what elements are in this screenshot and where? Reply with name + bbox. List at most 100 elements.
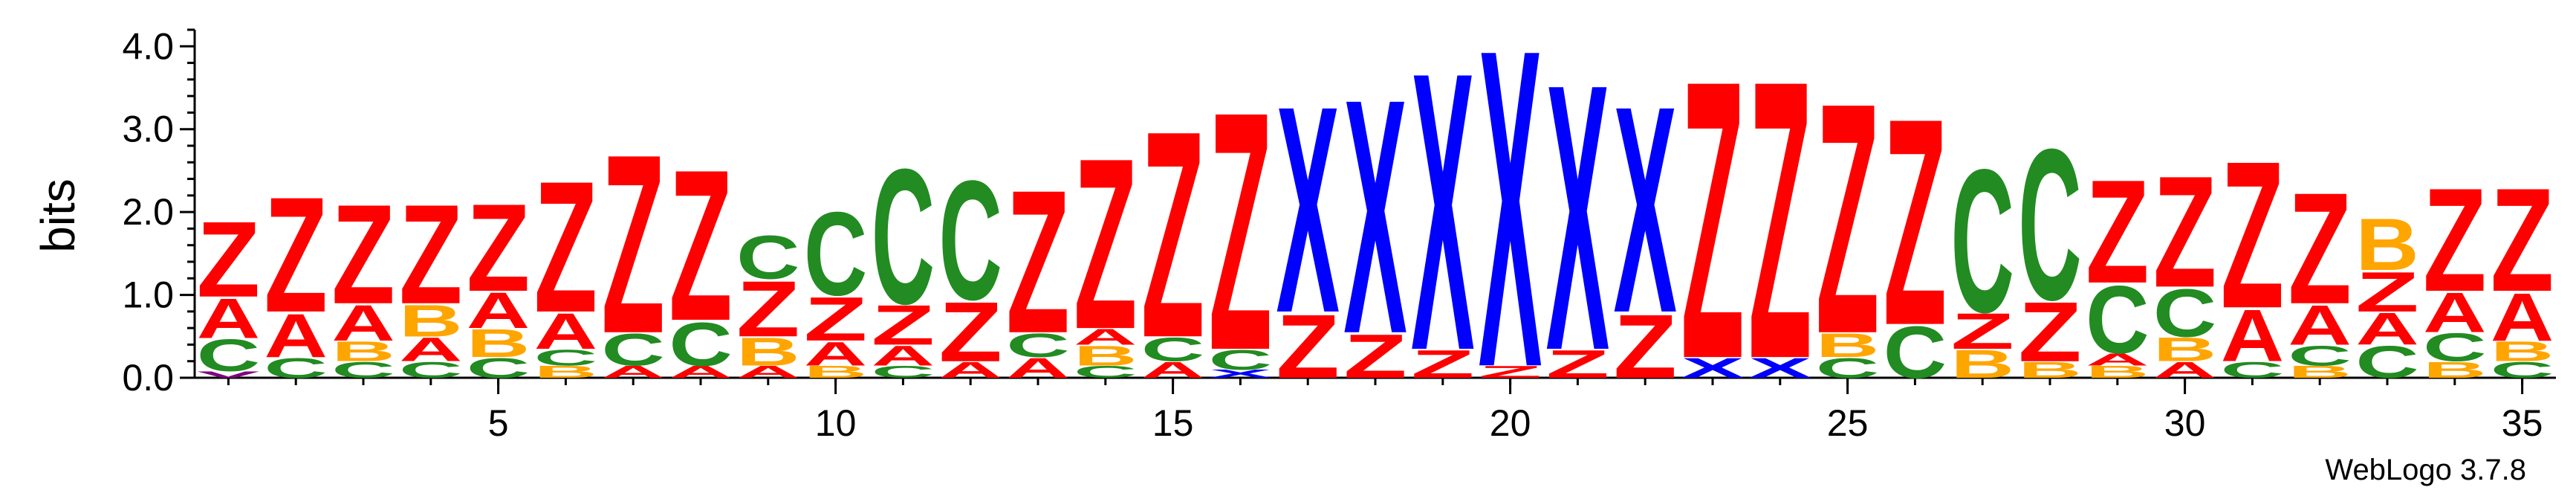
weblogo-version-label: WebLogo 3.7.8 xyxy=(2325,454,2526,486)
logo-glyph-a: A xyxy=(602,363,665,382)
logo-glyph-b: B xyxy=(804,363,867,382)
logo-glyph-b: B xyxy=(2355,204,2418,286)
logo-glyph-z: Z xyxy=(736,265,799,353)
logo-glyph-z: Z xyxy=(1614,295,1677,397)
logo-glyph-a: A xyxy=(2221,295,2284,378)
logo-glyph-c: C xyxy=(331,358,395,383)
logo-glyph-b: B xyxy=(2153,330,2216,368)
logo-glyph-z: Z xyxy=(331,176,395,334)
logo-glyph-a: A xyxy=(2491,280,2554,355)
logo-glyph-a: A xyxy=(265,300,328,370)
x-tick-label: 10 xyxy=(815,402,857,444)
logo-glyph-c: C xyxy=(2491,358,2554,383)
logo-glyph-z: Z xyxy=(669,126,732,367)
logo-glyph-z: Z xyxy=(2086,150,2149,315)
logo-glyph-b: B xyxy=(1951,342,2014,386)
logo-glyph-b: B xyxy=(399,295,462,346)
logo-glyph-b: B xyxy=(2288,363,2352,382)
logo-glyph-c: C xyxy=(872,128,935,344)
logo-glyph-x: X xyxy=(1411,0,1475,434)
logo-glyph-c: C xyxy=(2288,340,2352,372)
logo-glyph-x: X xyxy=(1748,352,1811,384)
logo-glyph-c: C xyxy=(669,309,732,379)
logo-glyph-b: B xyxy=(2491,335,2554,367)
logo-glyph-a: A xyxy=(804,335,867,373)
y-tick-label: 4.0 xyxy=(122,25,174,67)
logo-glyph-a: A xyxy=(331,295,395,352)
logo-glyph-a: A xyxy=(872,340,935,372)
logo-glyph-z: Z xyxy=(1209,41,1272,421)
logo-glyph-c: C xyxy=(1006,326,1069,364)
logo-glyph-b: B xyxy=(2018,358,2081,383)
logo-glyph-v: V xyxy=(197,370,260,380)
logo-glyph-c: C xyxy=(265,352,328,384)
x-tick-label: 30 xyxy=(2164,402,2206,444)
logo-glyph-a: A xyxy=(1141,358,1204,383)
logo-glyph-c: C xyxy=(1884,312,1947,394)
logo-glyph-z: Z xyxy=(1951,303,2014,360)
logo-glyph-a: A xyxy=(2153,358,2216,383)
logo-glyph-z: Z xyxy=(399,176,462,334)
logo-glyph-x: X xyxy=(1343,30,1407,404)
x-tick-label: 20 xyxy=(1490,402,1531,444)
logo-glyph-z: Z xyxy=(1411,342,1474,387)
logo-glyph-z: Z xyxy=(265,163,328,347)
logo-glyph-c: C xyxy=(2086,267,2149,374)
logo-glyph-z: Z xyxy=(2423,158,2486,323)
logo-glyph-c: C xyxy=(1209,344,1272,376)
logo-glyph-z: Z xyxy=(1816,34,1879,402)
x-tick-label: 35 xyxy=(2502,402,2543,444)
x-tick-label: 5 xyxy=(488,402,509,444)
logo-glyph-a: A xyxy=(2086,350,2149,370)
logo-glyph-c: C xyxy=(939,145,1002,335)
logo-glyph-z: Z xyxy=(467,178,530,318)
y-axis-title: bits xyxy=(31,178,85,253)
logo-glyph-z: Z xyxy=(1681,0,1744,442)
logo-glyph-c: C xyxy=(2018,104,2081,344)
logo-glyph-c: C xyxy=(2221,358,2284,383)
logo-glyph-z: Z xyxy=(1006,149,1069,376)
logo-glyph-z: Z xyxy=(534,144,597,352)
axes: 0.0 1.0 2.0 3.0 4.0 5 10 15 20 25 30 35 xyxy=(122,25,2556,444)
logo-glyph-b: B xyxy=(2423,358,2486,383)
logo-glyph-b: B xyxy=(2086,363,2149,382)
logo-glyph-z: Z xyxy=(2288,161,2352,338)
logo-glyph-a: A xyxy=(467,283,530,339)
logo-glyph-z: Z xyxy=(197,199,260,320)
logo-glyph-b: B xyxy=(1816,326,1879,364)
logo-glyph-b: B xyxy=(331,335,395,367)
y-tick-label: 1.0 xyxy=(122,274,174,316)
logo-glyph-z: Z xyxy=(1343,322,1407,391)
logo-glyph-z: Z xyxy=(1276,295,1340,397)
logo-glyph-z: Z xyxy=(804,285,867,354)
logo-glyph-b: B xyxy=(736,330,799,374)
logo-glyph-c: C xyxy=(1951,127,2014,355)
logo-glyph-c: C xyxy=(399,358,462,383)
logo-glyph-z: Z xyxy=(1141,71,1204,400)
logo-glyph-z: Z xyxy=(2221,118,2284,353)
logo-glyph-x: X xyxy=(1614,45,1678,375)
logo-glyph-z: Z xyxy=(1074,109,1137,381)
logo-glyph-c: C xyxy=(736,222,799,292)
logo-glyph-a: A xyxy=(399,330,462,368)
logo-glyph-c: C xyxy=(1141,330,1204,368)
logo-glyph-a: A xyxy=(2423,281,2486,344)
logo-glyph-z: Z xyxy=(2491,158,2554,323)
logo-glyph-c: C xyxy=(2423,326,2486,370)
logo-glyph-x: X xyxy=(1479,0,1542,462)
logo-glyph-c: C xyxy=(602,324,665,375)
logo-glyph-c: C xyxy=(197,330,260,381)
logo-glyph-c: C xyxy=(534,345,597,370)
logo-glyph-c: C xyxy=(872,363,935,382)
logo-glyph-a: A xyxy=(1074,324,1137,350)
logo-glyph-z: Z xyxy=(939,285,1002,380)
logo-glyph-b: B xyxy=(1074,340,1137,372)
logo-glyph-c: C xyxy=(1816,352,1879,384)
logo-glyph-x: X xyxy=(1546,5,1610,430)
logo-glyph-z: Z xyxy=(2355,260,2418,323)
logo-glyph-a: A xyxy=(2355,303,2418,354)
x-tick-label: 25 xyxy=(1827,402,1869,444)
logo-glyph-a: A xyxy=(197,287,260,350)
logo-glyph-a: A xyxy=(1006,352,1069,384)
